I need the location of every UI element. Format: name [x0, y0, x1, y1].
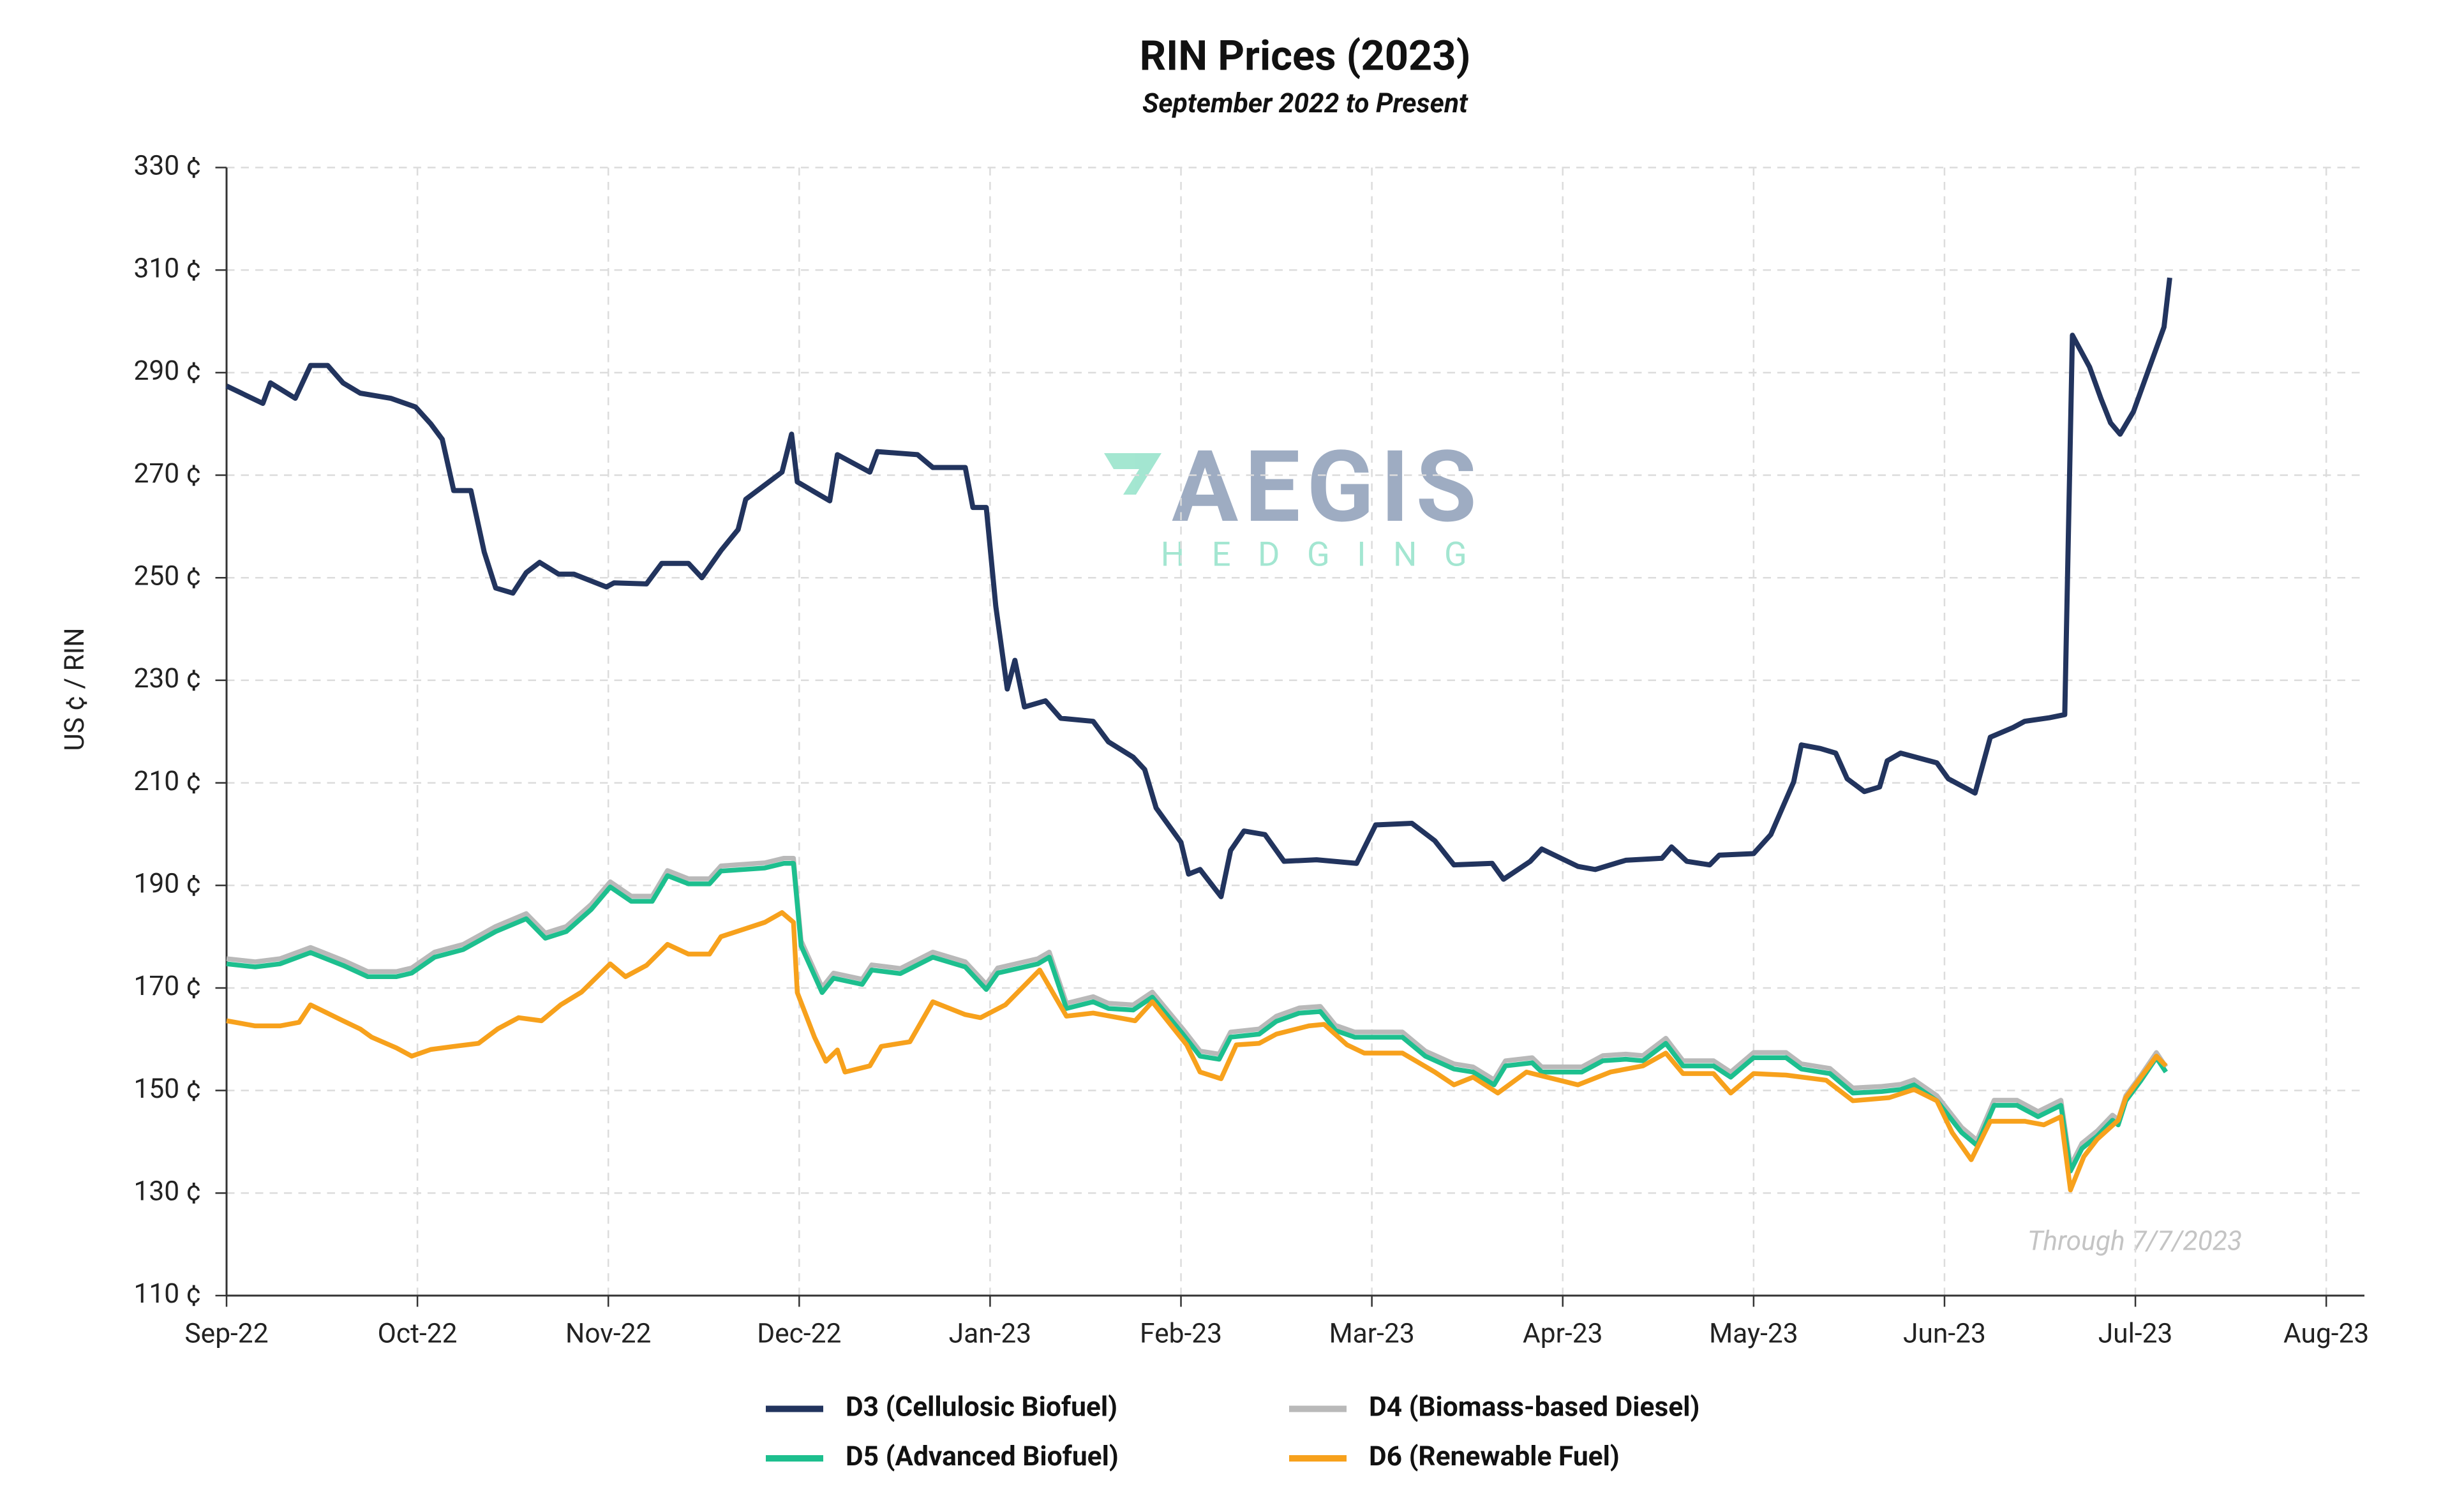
series-line	[226, 910, 2168, 1193]
y-axis-label: US ¢ / RIN	[59, 627, 91, 751]
y-tick-label: 130 ¢	[134, 1176, 201, 1208]
x-tick-label: Jun-23	[1903, 1319, 1986, 1350]
y-tick-label: 230 ¢	[134, 663, 201, 694]
y-tick-label: 290 ¢	[134, 355, 201, 387]
chart-subtitle: September 2022 to Present	[1142, 88, 1468, 119]
x-tick-label: May-23	[1709, 1319, 1798, 1350]
y-tick-label: 270 ¢	[134, 458, 201, 490]
y-tick-label: 190 ¢	[134, 869, 201, 900]
y-tick-label: 150 ¢	[134, 1073, 201, 1105]
x-tick-label: Apr-23	[1523, 1319, 1603, 1350]
series-line	[225, 277, 2172, 899]
x-tick-label: Sep-22	[184, 1319, 268, 1350]
x-tick-label: Feb-23	[1140, 1319, 1222, 1350]
x-tick-label: Jan-23	[949, 1319, 1032, 1350]
watermark: AEGIS HEDGING	[1104, 429, 1495, 574]
legend-label: D4 (Biomass-based Diesel)	[1369, 1392, 1699, 1423]
y-tick-label: 110 ¢	[134, 1278, 201, 1310]
x-tick-label: Mar-23	[1329, 1319, 1415, 1350]
series-line	[226, 855, 2169, 1169]
plot-area: 110 ¢ 130 ¢ 150 ¢ 170 ¢ 190 ¢ 210 ¢ 230 ¢ 250 ¢…	[134, 151, 2370, 1350]
y-tick-label: 250 ¢	[134, 560, 201, 592]
legend: D3 (Cellulosic Biofuel) D4 (Biomass-based…	[765, 1392, 1699, 1472]
legend-label: D6 (Renewable Fuel)	[1369, 1441, 1620, 1472]
x-tick-label: Nov-22	[565, 1319, 651, 1350]
legend-label: D5 (Advanced Biofuel)	[846, 1441, 1119, 1472]
watermark-logo	[1104, 453, 1161, 495]
watermark-subtext: HEDGING	[1161, 534, 1495, 574]
y-tick-label: 170 ¢	[134, 971, 201, 1002]
legend-label: D3 (Cellulosic Biofuel)	[846, 1392, 1117, 1423]
y-tick-label: 210 ¢	[134, 766, 201, 797]
x-tick-label: Dec-22	[757, 1319, 841, 1350]
x-tick-label: Oct-22	[378, 1319, 458, 1350]
x-tick-label: Jul-23	[2098, 1319, 2173, 1350]
watermark-text: AEGIS	[1172, 429, 1483, 545]
chart-title: RIN Prices (2023)	[1140, 32, 1471, 80]
y-tick-label: 310 ¢	[134, 253, 201, 284]
y-tick-label: 330 ¢	[134, 151, 201, 182]
x-tick-label: Aug-23	[2283, 1319, 2369, 1350]
